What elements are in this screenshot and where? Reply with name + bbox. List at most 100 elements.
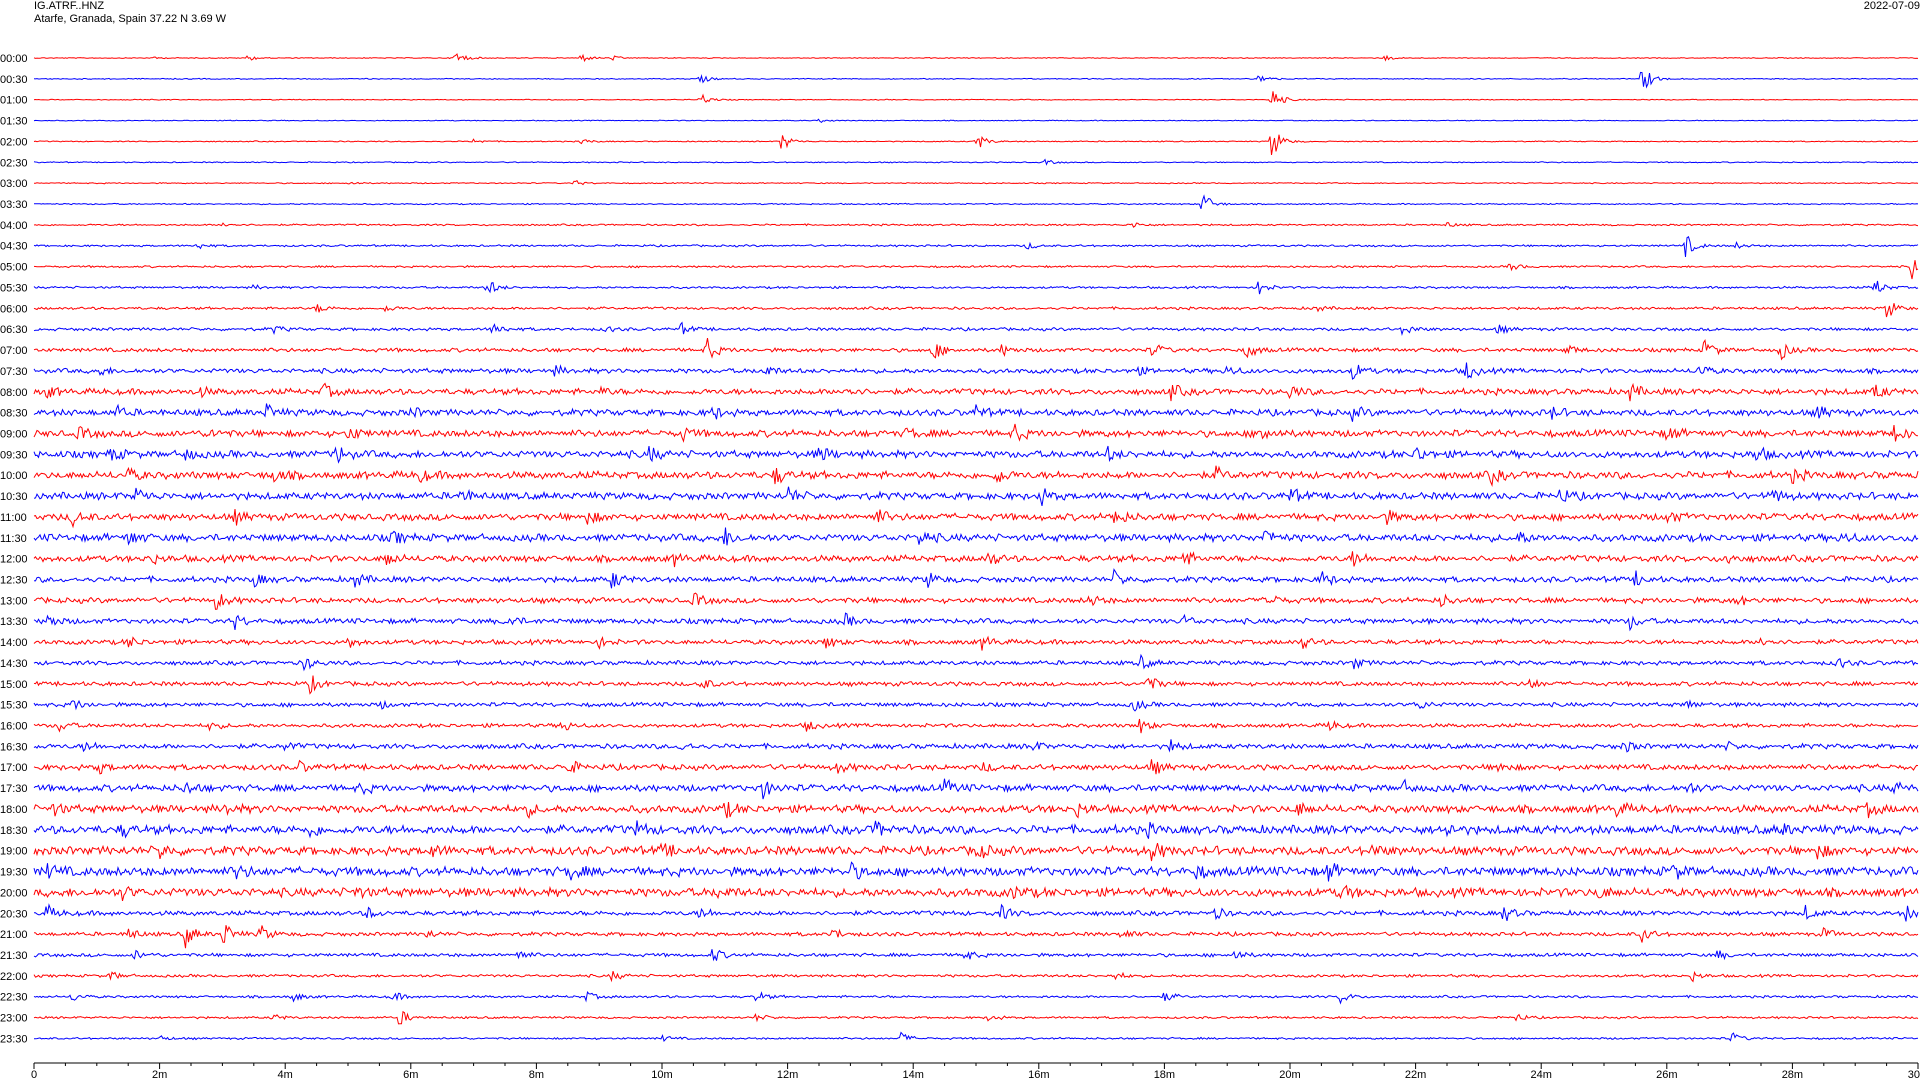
- row-label: 19:00: [0, 846, 28, 858]
- seismic-trace-row: [33, 970, 1919, 983]
- row-label: 02:30: [0, 157, 28, 169]
- row-label: 04:00: [0, 220, 28, 232]
- seismic-trace-row: [33, 568, 1919, 589]
- seismic-trace-row: [33, 842, 1919, 862]
- seismic-trace-row: [33, 158, 1919, 166]
- row-labels: 00:00 00:30 01:00 01:30 02:00 02:30 03:00 03:30…: [0, 53, 28, 1045]
- seismic-trace-row: [33, 612, 1919, 632]
- row-label: 21:30: [0, 950, 28, 962]
- x-tick-label: 10m: [651, 1069, 672, 1080]
- seismic-trace-row: [33, 338, 1919, 361]
- row-label: 10:00: [0, 470, 28, 482]
- row-label: 08:30: [0, 408, 28, 420]
- seismic-trace-row: [33, 222, 1919, 228]
- seismic-trace-row: [33, 321, 1919, 336]
- x-tick-label: 22m: [1405, 1069, 1426, 1080]
- row-label: 18:30: [0, 825, 28, 837]
- row-label: 08:00: [0, 387, 28, 399]
- x-tick-label: 8m: [529, 1069, 544, 1080]
- seismic-trace-row: [33, 423, 1919, 443]
- row-label: 09:30: [0, 449, 28, 461]
- seismic-trace-row: [33, 884, 1919, 902]
- seismic-trace-row: [33, 260, 1919, 280]
- seismic-trace-row: [34, 180, 1919, 186]
- seismic-trace-row: [33, 236, 1919, 257]
- row-label: 12:30: [0, 575, 28, 587]
- seismic-trace-row: [33, 925, 1919, 949]
- row-label: 06:30: [0, 324, 28, 336]
- seismic-trace-row: [33, 990, 1919, 1005]
- x-tick-label: 18m: [1154, 1069, 1175, 1080]
- seismic-trace-row: [33, 592, 1919, 610]
- x-tick-label: 28m: [1782, 1069, 1803, 1080]
- seismic-trace-row: [33, 739, 1919, 753]
- row-label: 18:00: [0, 804, 28, 816]
- row-label: 09:00: [0, 428, 28, 440]
- x-tick-label: 12m: [777, 1069, 798, 1080]
- row-label: 17:00: [0, 762, 28, 774]
- seismic-trace-row: [33, 71, 1919, 89]
- x-tick-label: 20m: [1279, 1069, 1300, 1080]
- row-label: 14:30: [0, 658, 28, 670]
- seismic-trace-row: [33, 486, 1919, 507]
- row-label: 03:30: [0, 199, 28, 211]
- row-label: 14:00: [0, 637, 28, 649]
- row-label: 06:00: [0, 303, 28, 315]
- seismic-traces: [33, 53, 1919, 1042]
- row-label: 05:30: [0, 282, 28, 294]
- row-label: 00:30: [0, 74, 28, 86]
- row-label: 03:00: [0, 178, 28, 190]
- row-label: 15:30: [0, 700, 28, 712]
- row-label: 11:30: [0, 533, 27, 545]
- row-label: 12:00: [0, 554, 28, 566]
- x-tick-label: 30: [1908, 1069, 1920, 1080]
- row-label: 04:30: [0, 241, 28, 253]
- seismic-trace-row: [33, 949, 1919, 962]
- date-label: 2022-07-09: [1863, 0, 1920, 12]
- row-label: 16:30: [0, 741, 28, 753]
- row-label: 02:00: [0, 136, 28, 148]
- row-label: 00:00: [0, 53, 28, 65]
- seismic-trace-row: [33, 699, 1919, 712]
- seismic-trace-row: [33, 91, 1919, 103]
- x-tick-label: 24m: [1530, 1069, 1551, 1080]
- seismic-trace-row: [33, 53, 1919, 63]
- row-label: 23:30: [0, 1033, 28, 1045]
- row-label: 23:00: [0, 1013, 28, 1025]
- x-tick-label: 26m: [1656, 1069, 1677, 1080]
- seismic-trace-row: [33, 801, 1919, 819]
- row-label: 19:30: [0, 867, 28, 879]
- x-tick-label: 2m: [152, 1069, 167, 1080]
- x-tick-label: 0: [31, 1069, 37, 1080]
- row-label: 20:00: [0, 887, 28, 899]
- x-tick-label: 6m: [403, 1069, 418, 1080]
- seismic-trace-row: [33, 382, 1919, 402]
- row-label: 13:30: [0, 616, 28, 628]
- row-label: 07:00: [0, 345, 28, 357]
- row-label: 17:30: [0, 783, 28, 795]
- seismic-trace-row: [33, 194, 1919, 209]
- row-label: 01:00: [0, 95, 28, 107]
- row-label: 20:30: [0, 908, 28, 920]
- seismic-trace-row: [33, 653, 1919, 672]
- seismic-trace-row: [33, 718, 1919, 734]
- seismic-trace-row: [33, 118, 1919, 124]
- seismic-trace-row: [33, 527, 1919, 546]
- seismic-trace-row: [33, 1031, 1919, 1042]
- row-label: 22:00: [0, 971, 28, 983]
- seismic-trace-row: [33, 362, 1919, 380]
- seismic-trace-row: [33, 635, 1919, 651]
- seismic-trace-row: [33, 1010, 1919, 1025]
- seismic-trace-row: [33, 465, 1919, 487]
- x-tick-label: 14m: [902, 1069, 923, 1080]
- row-label: 15:00: [0, 679, 28, 691]
- x-tick-label: 4m: [278, 1069, 293, 1080]
- row-label: 10:30: [0, 491, 28, 503]
- row-label: 05:00: [0, 262, 28, 274]
- row-label: 01:30: [0, 116, 28, 128]
- station-code: IG.ATRF..HNZ: [34, 0, 105, 12]
- x-axis: 0 2m 4m 6m 8m 10m 12m 14m 16m 18m 20m 22m 24m 26m 28m 3…: [31, 1062, 1920, 1080]
- seismic-trace-row: [33, 861, 1919, 882]
- seismic-trace-row: [33, 759, 1919, 775]
